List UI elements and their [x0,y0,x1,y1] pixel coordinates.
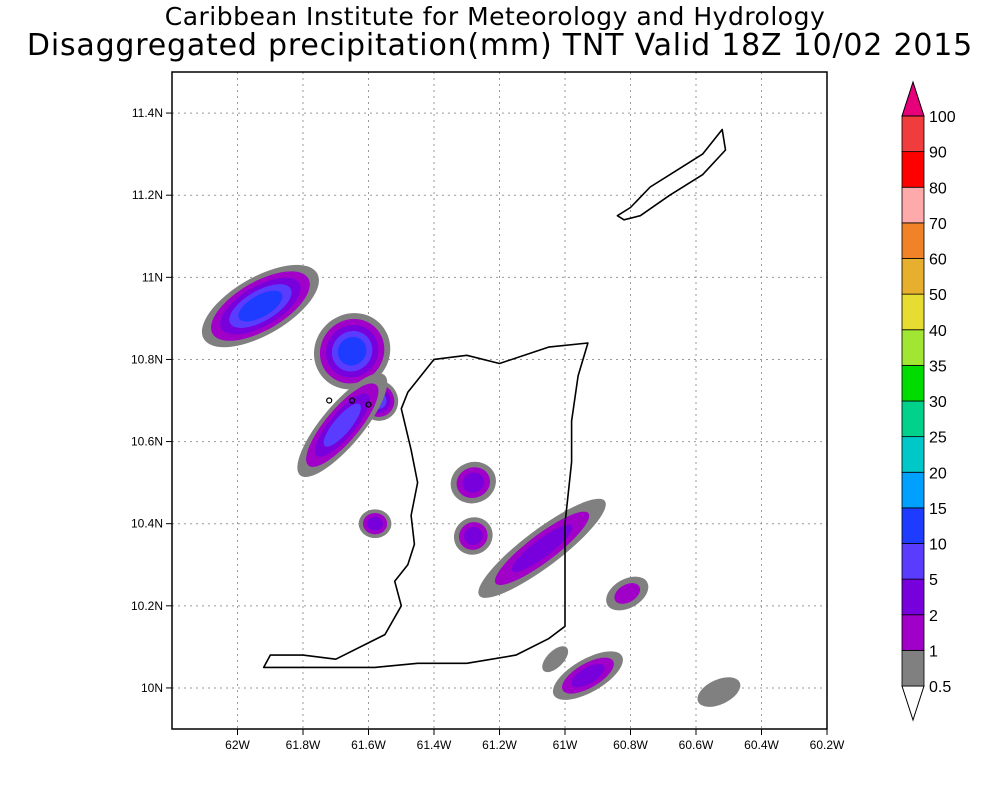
longitude-axis: 62W 61.8W 61.6W 61.4W 61.2W 61W 60.8W 60.6W 60.4… [225,729,845,752]
colorbar-swatch-50 [901,258,925,295]
colorbar-swatch-0_5 [901,649,925,687]
precip-cell [450,461,496,504]
lon-tick-label: 61.6W [351,738,386,752]
lat-tick-label: 10.8N [131,352,163,366]
colorbar-swatch-30 [901,364,925,402]
precip-contour-10 [337,336,367,366]
precip-contour-2 [511,524,573,573]
colorbar-label: 60 [929,252,947,269]
precip-cell [606,576,649,611]
lat-tick-label: 10.4N [131,517,163,531]
precip-cell [313,313,391,390]
colorbar-swatch-90 [901,115,925,153]
colorbar-label: 15 [929,501,947,518]
precip-contour-0_5 [697,677,741,707]
precip-contour-2 [367,516,383,531]
lon-tick-label: 60.6W [679,738,714,752]
islet-outline [349,397,356,404]
precip-contour-5 [323,403,361,447]
colorbar-label: 20 [929,465,947,482]
colorbar-swatch-35 [901,329,925,366]
precip-cell [697,677,741,707]
tobago-coastline [616,128,727,221]
precip-cell [552,651,623,700]
lon-tick-label: 62W [225,738,250,752]
colorbar-label: 10 [929,537,947,554]
colorbar-swatch-20 [901,436,925,473]
precipitation-field [201,264,741,707]
colorbar-swatch-60 [901,222,925,259]
precip-cell [358,509,392,539]
precip-contour-2 [571,663,605,688]
colorbar-label: 25 [929,430,947,447]
colorbar-label: 50 [929,287,947,304]
precip-cell [478,498,606,598]
lon-tick-label: 60.8W [613,738,648,752]
colorbar-over-triangle [901,80,925,117]
colorbar-label: 40 [929,323,947,340]
precip-cell [297,373,388,478]
lat-tick-label: 11N [142,270,163,284]
coastline-outlines [262,128,727,669]
colorbar-under-triangle [901,685,925,722]
precip-contour-10 [238,290,283,322]
lat-tick-label: 10N [141,681,163,695]
chart-title-line-2: Disaggregated precipitation(mm) TNT Vali… [26,28,974,63]
colorbar-label: 5 [929,572,938,589]
lat-tick-label: 10.2N [131,599,163,613]
lon-tick-label: 60.4W [744,738,779,752]
colorbar-swatch-5 [901,543,925,580]
chart-title-line-1: Caribbean Institute for Meteorology and … [164,2,826,31]
colorbar-swatch-10 [901,507,925,544]
colorbar-label: 100 [929,109,956,126]
colorbar-label: 30 [929,394,947,411]
colorbar-swatch-25 [901,400,925,438]
colorbar-swatch-2 [901,578,925,616]
colorbar-label: 90 [929,145,947,162]
colorbar-swatch-1 [901,614,925,651]
lat-tick-label: 10.6N [131,435,163,449]
colorbar-label: 70 [929,216,947,233]
islet-outline [326,397,333,404]
colorbar-label: 0.5 [929,679,951,696]
colorbar-label: 80 [929,180,947,197]
colorbar-label: 35 [929,358,947,375]
lon-tick-label: 61.4W [417,738,452,752]
colorbar-label: 2 [929,608,938,625]
lat-tick-label: 11.4N [132,106,163,120]
latitude-axis: 10N 10.2N 10.4N 10.6N 10.8N 11N 11.2N 11.4N [131,106,172,695]
lon-tick-label: 61.8W [286,738,321,752]
precip-cell [201,264,319,348]
lon-tick-label: 61.2W [482,738,517,752]
islet-outline [365,401,372,408]
colorbar-swatch-15 [901,471,925,509]
colorbar-label: 1 [929,643,938,660]
precip-contour-2 [464,526,483,546]
colorbar-swatch-40 [901,293,925,331]
trinidad-coastline [262,342,589,669]
colorbar-swatch-80 [901,151,925,188]
precip-contour-2 [462,472,485,493]
lon-tick-label: 61W [553,738,578,752]
precip-cell [542,646,569,673]
colorbar-swatch-70 [901,186,925,224]
lon-tick-label: 60.2W [810,738,845,752]
precip-contour-1 [614,583,641,604]
map-gridlines [172,72,828,729]
lat-tick-label: 11.2N [132,188,163,202]
precip-cell [453,517,493,555]
precip-contour-0_5 [542,646,569,673]
